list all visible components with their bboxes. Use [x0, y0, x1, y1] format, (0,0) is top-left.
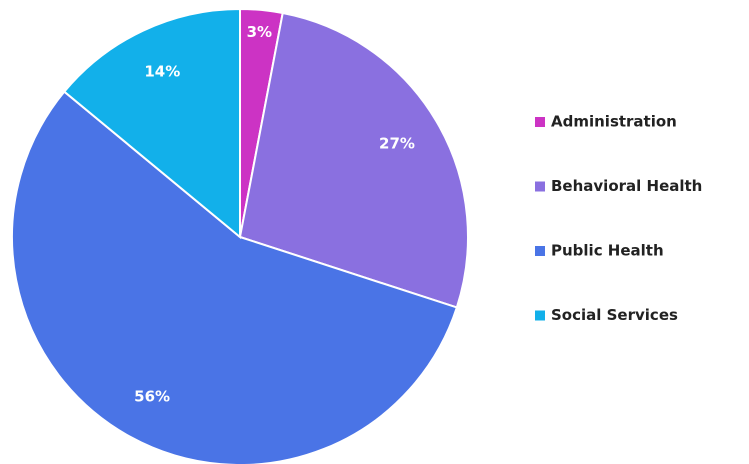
legend-label: Behavioral Health: [551, 177, 702, 195]
legend-swatch: [535, 246, 545, 256]
legend-swatch: [535, 117, 545, 127]
value-label: 27%: [379, 135, 415, 153]
value-label: 14%: [144, 62, 180, 80]
legend-label: Social Services: [551, 306, 678, 324]
pie-slice: [238, 11, 469, 309]
legend-label: Public Health: [551, 242, 664, 260]
legend-label: Administration: [551, 113, 677, 131]
value-label: 3%: [247, 23, 272, 41]
legend-swatch: [535, 310, 545, 321]
pie-slice: [62, 7, 241, 240]
value-label: 56%: [134, 387, 170, 405]
legend-swatch: [535, 181, 545, 192]
pie-slice: [11, 90, 459, 464]
